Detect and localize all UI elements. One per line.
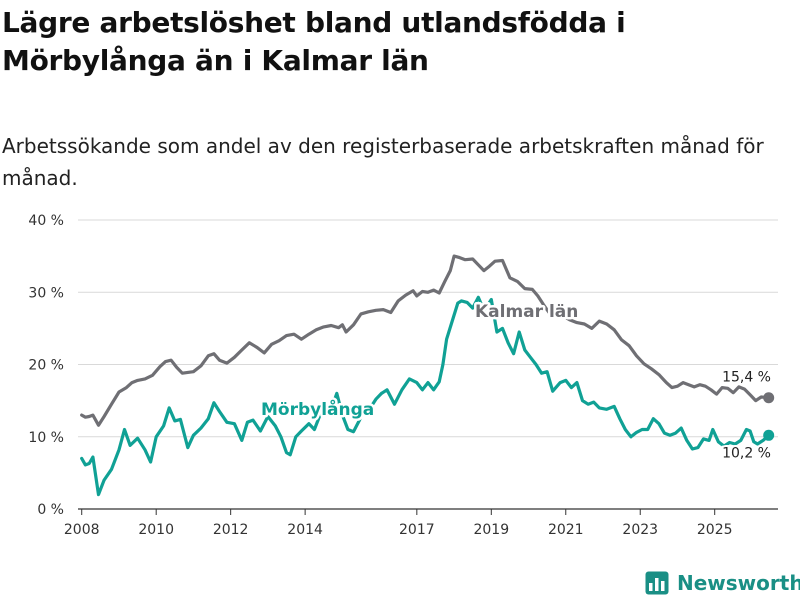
series-line-kalmar: [80, 254, 771, 427]
y-tick-label: 40 %: [28, 213, 64, 229]
axes: 0 % 10 % 20 % 30 % 40 % 2008 2010 2012 2014 2017 2…: [28, 213, 778, 538]
series-lines: [80, 254, 775, 497]
y-tick-label: 30 %: [28, 285, 64, 301]
newsworthy-logo-icon: [645, 571, 669, 595]
x-tick-label: 2025: [697, 522, 733, 538]
series-line-morbylanga: [80, 295, 771, 497]
x-tick-label: 2023: [622, 522, 658, 538]
x-tick-label: 2021: [548, 522, 584, 538]
chart-title: Lägre arbetslöshet bland utlandsfödda i …: [2, 6, 626, 77]
x-tick-label: 2017: [399, 522, 435, 538]
series-label-kalmar: Kalmar län: [475, 302, 578, 322]
series-endpoint-kalmar: [763, 392, 775, 404]
chart-subtitle: Arbetssökande som andel av den registerb…: [2, 134, 764, 190]
x-tick-label: 2014: [287, 522, 323, 538]
newsworthy-logo: Newsworthy: [645, 568, 800, 598]
series-labels: Kalmar län Mörbylånga 15,4 % 10,2 %: [259, 300, 774, 464]
x-tick-label: 2012: [213, 522, 249, 538]
series-label-morbylanga: Mörbylånga: [261, 398, 374, 420]
series-endpoint-morbylanga: [763, 429, 775, 441]
y-tick-label: 20 %: [28, 358, 64, 374]
x-tick-label: 2010: [138, 522, 174, 538]
end-label-morbylanga: 10,2 %: [722, 445, 771, 461]
y-tick-label: 0 %: [37, 502, 64, 518]
newsworthy-logo-text: Newsworthy: [677, 571, 800, 595]
x-tick-label: 2019: [473, 522, 509, 538]
end-label-kalmar: 15,4 %: [722, 370, 771, 386]
gridlines: [78, 219, 778, 438]
y-tick-label: 10 %: [28, 430, 64, 446]
x-tick-label: 2008: [64, 522, 100, 538]
